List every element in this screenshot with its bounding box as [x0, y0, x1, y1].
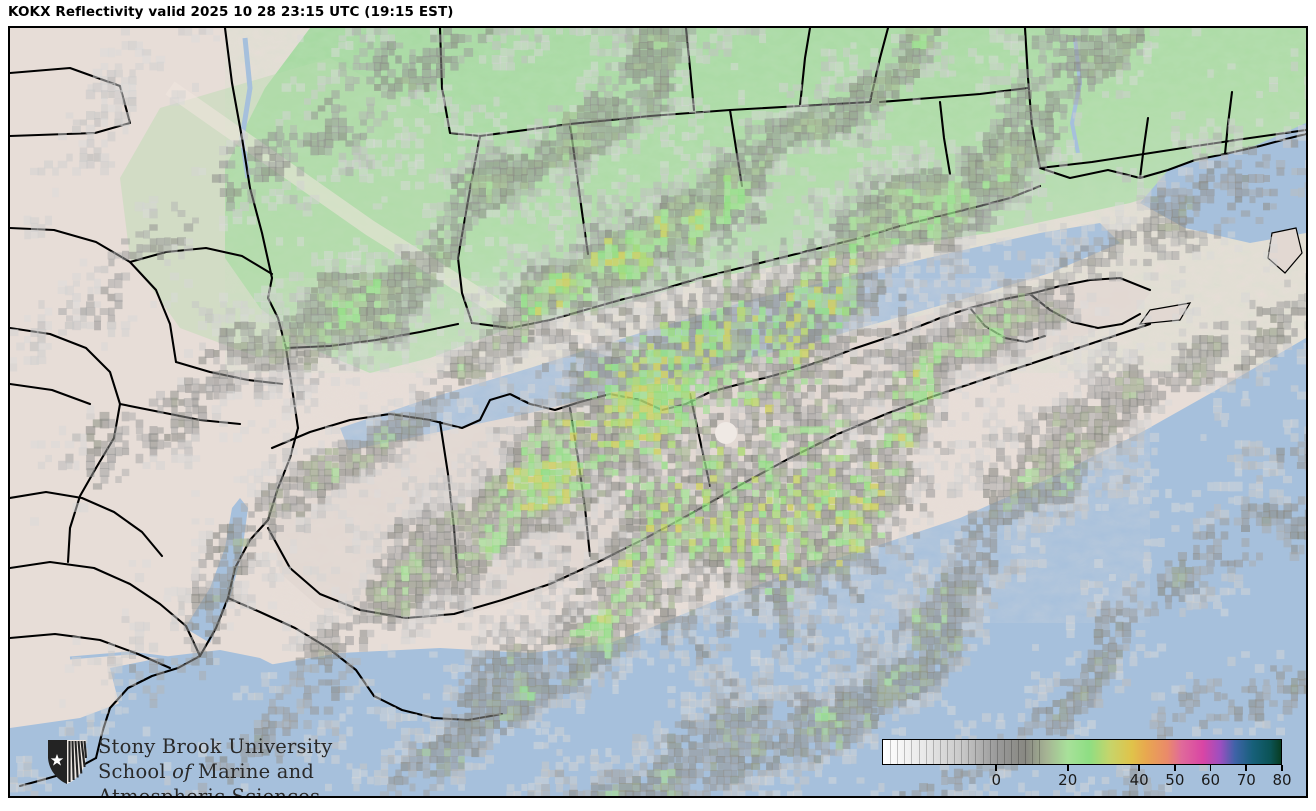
stony-brook-logo-text: Stony Brook University School of Marine … — [98, 734, 338, 798]
colorbar-bands — [883, 740, 1281, 764]
colorbar-tick — [1281, 765, 1283, 771]
radar-site-cone-of-silence — [715, 422, 737, 444]
colorbar-tick — [1066, 765, 1069, 771]
colorbar-tick-label: 20 — [1058, 771, 1078, 789]
logo-line-2-of: of — [172, 760, 192, 783]
colorbar-tick-label: 0 — [991, 771, 1002, 789]
logo-line-2-c: Marine and — [191, 760, 315, 783]
colorbar-tick-label: 70 — [1236, 771, 1256, 789]
reflectivity-colorbar[interactable]: 0 20 40 50 60 70 80 — [874, 733, 1294, 795]
logo-line-3: Atmospheric Sciences — [98, 785, 321, 798]
colorbar-tick-label: 40 — [1129, 771, 1149, 789]
title-bar: KOKX Reflectivity valid 2025 10 28 23:15… — [0, 0, 1316, 26]
colorbar-tick — [1138, 765, 1140, 771]
colorbar-tick — [1209, 765, 1212, 771]
map-frame[interactable]: 0 20 40 50 60 70 80 Stony Brook University — [8, 26, 1308, 798]
stony-brook-shield-icon — [48, 740, 88, 784]
page-title: KOKX Reflectivity valid 2025 10 28 23:15… — [8, 4, 454, 20]
colorbar-gradient — [883, 740, 1281, 764]
logo-line-2: School of Marine and — [98, 759, 338, 784]
stony-brook-logo: Stony Brook University School of Marine … — [46, 734, 332, 796]
logo-line-1: Stony Brook University — [98, 735, 333, 758]
colorbar-tick — [995, 765, 998, 771]
colorbar-tick-label: 60 — [1201, 771, 1221, 789]
colorbar-tick — [1174, 765, 1176, 771]
logo-line-2-a: School — [98, 760, 173, 783]
radar-map-canvas[interactable] — [10, 28, 1306, 796]
colorbar-tick-label: 50 — [1165, 771, 1185, 789]
colorbar-box[interactable] — [882, 739, 1282, 765]
colorbar-tick-label: 80 — [1272, 771, 1292, 789]
colorbar-tick — [1245, 765, 1248, 771]
